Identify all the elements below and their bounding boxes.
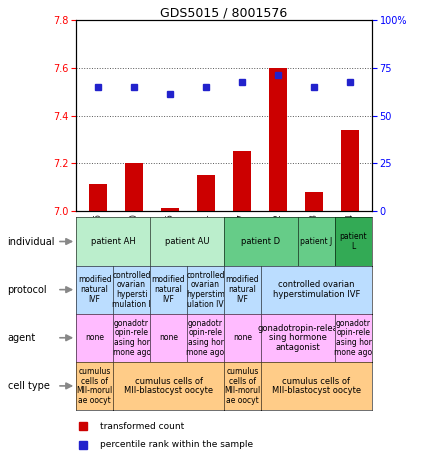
Bar [341,130,358,211]
Text: patient
L: patient L [339,232,366,251]
Text: agent: agent [8,333,36,343]
Bar [305,192,322,211]
Text: patient AH: patient AH [91,237,135,246]
Text: cumulus cells of
MII-blastocyst oocyte: cumulus cells of MII-blastocyst oocyte [124,376,213,395]
Bar [233,151,250,211]
Text: cumulus
cells of
MII-morul
ae oocyt: cumulus cells of MII-morul ae oocyt [224,367,260,405]
Bar [197,175,214,211]
Text: percentile rank within the sample: percentile rank within the sample [100,440,253,449]
Text: protocol: protocol [8,284,47,294]
Text: gonadotropin-relea
sing hormone
antagonist: gonadotropin-relea sing hormone antagoni… [257,323,338,352]
Bar [89,184,106,211]
Text: patient AU: patient AU [164,237,209,246]
Bar [125,163,142,211]
Bar [269,68,286,211]
Text: cell type: cell type [8,381,49,391]
Text: gonadotr
opin-rele
asing hor
mone ago: gonadotr opin-rele asing hor mone ago [112,319,150,357]
Text: controlled
ovarian
hypersti
mulation I: controlled ovarian hypersti mulation I [112,270,151,308]
Text: patient D: patient D [241,237,280,246]
Text: modified
natural
IVF: modified natural IVF [151,275,185,304]
Text: controlled
ovarian
hyperstim
ulation IV: controlled ovarian hyperstim ulation IV [186,270,224,308]
Title: GDS5015 / 8001576: GDS5015 / 8001576 [160,6,287,19]
Text: cumulus cells of
MII-blastocyst oocyte: cumulus cells of MII-blastocyst oocyte [271,376,360,395]
Text: gonadotr
opin-rele
asing hor
mone ago: gonadotr opin-rele asing hor mone ago [186,319,224,357]
Text: none: none [233,333,251,342]
Text: transformed count: transformed count [100,422,184,431]
Text: modified
natural
IVF: modified natural IVF [225,275,259,304]
Text: individual: individual [8,236,55,246]
Text: cumulus
cells of
MII-morul
ae oocyt: cumulus cells of MII-morul ae oocyt [76,367,112,405]
Text: none: none [85,333,104,342]
Text: gonadotr
opin-rele
asing hor
mone ago: gonadotr opin-rele asing hor mone ago [334,319,372,357]
Text: controlled ovarian
hyperstimulation IVF: controlled ovarian hyperstimulation IVF [272,280,359,299]
Text: none: none [159,333,178,342]
Text: patient J: patient J [299,237,332,246]
Text: modified
natural
IVF: modified natural IVF [78,275,111,304]
Bar [161,208,178,211]
